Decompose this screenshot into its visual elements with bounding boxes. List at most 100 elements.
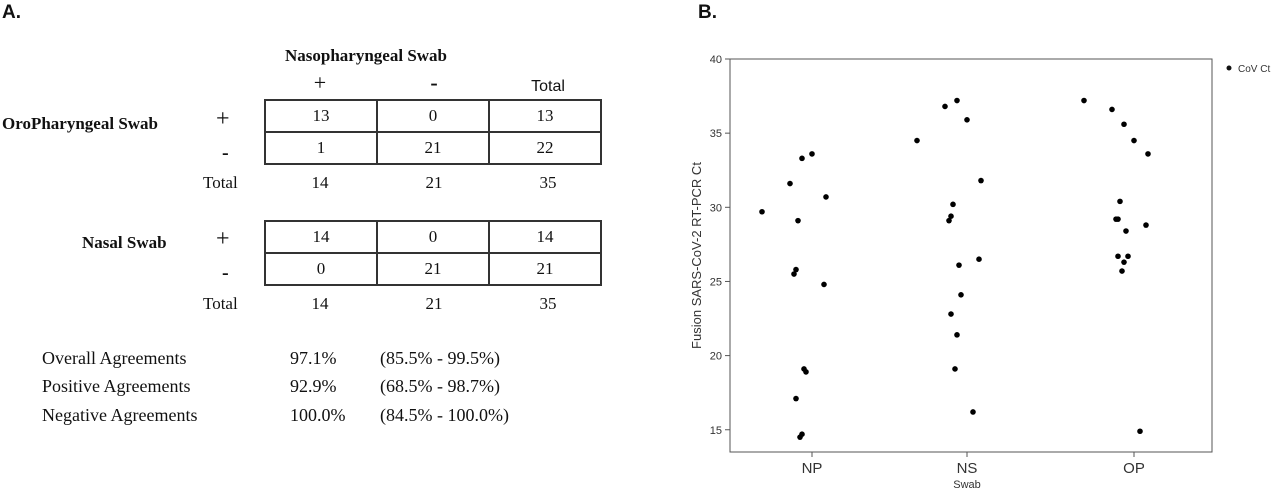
data-point [791,271,797,277]
data-point [793,266,799,273]
data-point [809,151,815,157]
data-point [964,117,970,123]
nasal-total-value: 35 [539,294,557,313]
data-point [1125,253,1131,260]
data-point [958,292,964,298]
column-total-header: Total [531,78,565,95]
y-tick-label: 20 [710,351,722,363]
column-minus-header: - [430,70,438,95]
data-point [952,366,958,372]
data-point [914,137,920,144]
y-tick-label: 30 [710,202,722,214]
data-point [970,409,976,415]
y-tick-label: 25 [710,276,722,288]
oropharyngeal-table: 13 0 13 1 21 22 [264,99,602,165]
oro-total-label: Total [203,173,238,192]
nasal-row-label: Nasal Swab [82,233,167,252]
table-cell: 14 [488,220,602,254]
y-tick-label: 15 [710,425,722,437]
table-cell: 1 [264,131,378,165]
table-cell: 13 [264,99,378,133]
table-row: 14 0 14 [264,220,602,254]
data-point [803,369,809,375]
plot-frame [729,58,1213,453]
x-tick-label: NP [802,460,823,477]
nasal-total-value: 21 [425,294,443,313]
oro-total-value: 21 [425,173,443,192]
data-point [1123,228,1129,234]
table-cell: 21 [488,252,602,286]
oropharyngeal-row-label: OroPharyngeal Swab [2,114,159,133]
x-tick-label: OP [1123,460,1145,477]
data-point [950,201,956,208]
data-point [759,208,765,215]
column-plus-header: + [313,70,327,95]
data-point [956,262,962,268]
data-point [976,256,982,263]
data-point [1109,106,1115,113]
x-axis-label: Swab [953,479,981,490]
data-point [797,434,803,440]
data-point [795,217,801,224]
y-tick-label: 40 [710,54,722,66]
y-axis-label: Fusion SARS-CoV-2 RT-PCR Ct [689,162,704,349]
table-row: 0 21 21 [264,252,602,286]
table-cell: 21 [376,131,490,165]
data-point [1119,268,1125,274]
nasopharyngeal-header: Nasopharyngeal Swab [285,46,448,65]
agreement-ci: (84.5% - 100.0%) [380,405,509,425]
table-cell: 0 [376,220,490,254]
data-point [1117,198,1123,205]
table-row: 1 21 22 [264,131,602,165]
oro-plus-label: + [216,106,230,132]
table-cell: 14 [264,220,378,254]
panel-a-label: A. [2,2,21,23]
table-cell: 21 [376,252,490,286]
legend-marker [1226,65,1232,71]
legend-label: CoV Ct [1238,64,1270,75]
data-point [942,103,948,110]
data-point [1121,259,1127,265]
agreement-label: Overall Agreements [42,348,187,368]
data-point [978,177,984,184]
data-point [1145,151,1151,157]
nasal-plus-label: + [216,226,230,252]
table-cell: 0 [376,99,490,133]
oro-minus-label: - [222,142,229,164]
agreement-percent: 92.9% [290,376,337,396]
oro-total-value: 14 [311,173,329,192]
data-point [823,194,829,200]
data-point [1143,222,1149,228]
data-point [954,97,960,104]
data-point [946,217,952,224]
nasal-total-label: Total [203,294,238,313]
table-row: 13 0 13 [264,99,602,133]
agreement-ci: (85.5% - 99.5%) [380,348,500,368]
data-point [787,180,793,187]
nasal-table: 14 0 14 0 21 21 [264,220,602,286]
agreement-percent: 100.0% [290,405,346,425]
data-point [1121,121,1127,128]
data-points [759,97,1151,440]
table-cell: 13 [488,99,602,133]
agreement-ci: (68.5% - 98.7%) [380,376,500,396]
panel-b-label: B. [698,2,717,23]
data-point [1115,253,1121,260]
data-point [1081,97,1087,104]
data-point [1131,137,1137,144]
oro-total-value: 35 [539,173,557,192]
data-point [793,395,799,402]
data-point [954,332,960,338]
data-point [821,281,827,288]
agreement-label: Positive Agreements [42,376,191,396]
table-cell: 22 [488,131,602,165]
nasal-minus-label: - [222,262,229,284]
data-point [1137,428,1143,435]
data-point [799,155,805,162]
agreement-label: Negative Agreements [42,405,198,425]
nasal-total-value: 14 [311,294,329,313]
y-axis: 15 20 25 30 35 40 [710,54,730,437]
agreement-percent: 97.1% [290,348,337,368]
data-point [948,311,954,317]
x-tick-label: NS [957,460,978,477]
